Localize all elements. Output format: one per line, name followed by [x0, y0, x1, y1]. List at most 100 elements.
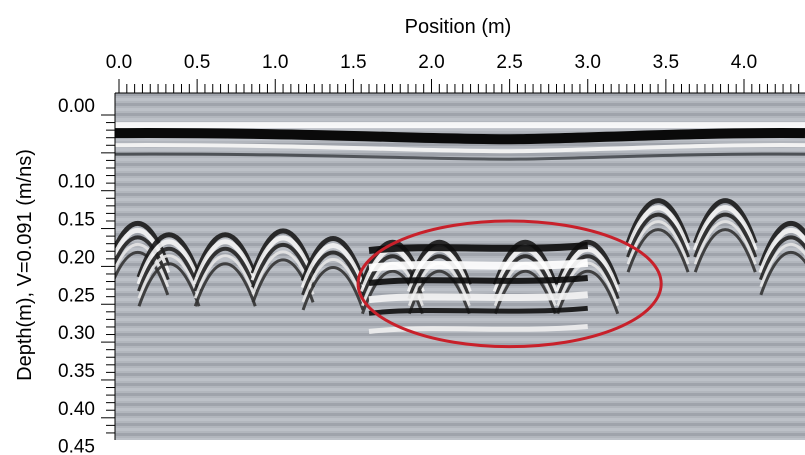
background-band — [115, 173, 805, 176]
hyperbola-arc — [759, 250, 805, 296]
background-band — [115, 318, 805, 321]
hyperbola-arc — [193, 246, 258, 292]
hyperbola-arc — [301, 258, 365, 303]
hyperbola-arc — [137, 254, 201, 299]
y-tick-label: 0.00 — [58, 96, 95, 117]
background-band — [115, 163, 805, 166]
background-band — [115, 118, 805, 121]
x-axis-title: Position (m) — [405, 16, 512, 38]
background-band — [115, 253, 805, 256]
hyperbola — [692, 198, 758, 273]
y-tick-label: 0.20 — [58, 247, 95, 268]
hyperbola-arc — [301, 250, 365, 296]
surface-band-dark — [115, 128, 805, 145]
hyperbola-arc — [625, 198, 691, 244]
x-tick-label: 3.5 — [653, 52, 679, 73]
target-reflection-band — [368, 323, 588, 334]
y-tick-label: 0.35 — [58, 361, 95, 382]
x-tick-label: 1.5 — [340, 52, 366, 73]
background-band — [115, 143, 805, 146]
hyperbola-arc — [115, 227, 171, 274]
background-band — [115, 108, 805, 111]
target-reflections — [368, 241, 589, 334]
hyperbola-arc — [137, 262, 201, 307]
y-tick-label: 0.30 — [58, 323, 95, 344]
y-tick-label: 0.10 — [58, 172, 95, 193]
background-band — [115, 313, 805, 316]
background-band — [115, 333, 805, 336]
background-band — [115, 128, 805, 131]
y-axis-title: Depth(m), V=0.091 (m/ns) — [14, 149, 36, 381]
background-band — [115, 113, 805, 116]
hyperbola — [300, 236, 366, 311]
hyperbola-arc — [626, 212, 690, 258]
surface-band-light — [115, 122, 805, 129]
background-band — [115, 373, 805, 376]
background-band — [115, 183, 805, 186]
annotation-ellipse — [356, 219, 663, 349]
hyperbola-arc — [692, 198, 758, 244]
hyperbola — [192, 232, 258, 307]
hyperbola-arc — [625, 205, 691, 251]
x-tick-label: 0.0 — [106, 52, 132, 73]
hyperbola-arc — [758, 220, 805, 267]
background-band — [115, 213, 805, 216]
background-band — [115, 388, 805, 391]
background-band — [115, 303, 805, 306]
hyperbola-arc — [759, 242, 805, 288]
annotation-layer — [356, 219, 663, 349]
background-band — [115, 203, 805, 206]
background-band — [115, 198, 805, 201]
background-band — [115, 178, 805, 181]
x-tick-label: 2.0 — [418, 52, 444, 73]
x-tick-label: 3.0 — [575, 52, 601, 73]
hyperbola-arc — [115, 250, 170, 296]
surface-band-white — [115, 143, 805, 154]
y-tick-label: 0.15 — [58, 210, 95, 231]
target-reflection-band — [368, 258, 589, 272]
surface-reflection — [115, 122, 805, 161]
hyperbola-arc — [250, 235, 316, 282]
x-tick-label: 0.5 — [184, 52, 210, 73]
hyperbola-arc — [192, 239, 258, 286]
background-band — [115, 93, 805, 96]
hyperbola-arc — [115, 242, 170, 288]
hyperbola-arc — [758, 227, 805, 274]
background-band — [115, 168, 805, 171]
background-band — [115, 153, 805, 156]
hyperbola-arc — [193, 262, 257, 307]
hyperbola-arc — [693, 212, 758, 258]
hyperbola-arc — [300, 236, 366, 282]
target-reflection-band — [368, 305, 588, 316]
hyperbola-arc — [692, 205, 758, 251]
hyperbola — [625, 198, 691, 273]
hyperbola-arc — [626, 228, 690, 273]
background-band — [115, 348, 805, 351]
hyperbola — [758, 220, 805, 296]
y-tick-label: 0.45 — [58, 437, 95, 455]
background-band — [115, 383, 805, 386]
background-band — [115, 413, 805, 416]
background-band — [115, 358, 805, 361]
hyperbola — [136, 232, 202, 307]
background-band — [115, 438, 805, 440]
hyperbola-arc — [250, 228, 316, 275]
background-band — [115, 363, 805, 366]
background-band — [115, 193, 805, 196]
y-tick-label: 0.40 — [58, 399, 95, 420]
background-band — [115, 428, 805, 431]
y-tick-label: 0.25 — [58, 285, 95, 306]
x-tick-label: 2.5 — [496, 52, 522, 73]
hyperbola-arc — [555, 246, 621, 293]
background-band — [115, 98, 805, 101]
background-band — [115, 403, 805, 406]
y-axis: 0.00 0.10 0.15 0.20 0.25 0.30 0.35 0.40 0.45 — [58, 93, 116, 455]
hyperbola-arc — [115, 235, 170, 281]
surface-band-secondary — [115, 152, 805, 161]
background-band — [115, 218, 805, 221]
x-tick-label: 1.0 — [262, 52, 288, 73]
target-reflection-band — [368, 241, 589, 254]
hyperbola-arc — [300, 243, 366, 289]
target-reflection-band — [368, 291, 589, 304]
